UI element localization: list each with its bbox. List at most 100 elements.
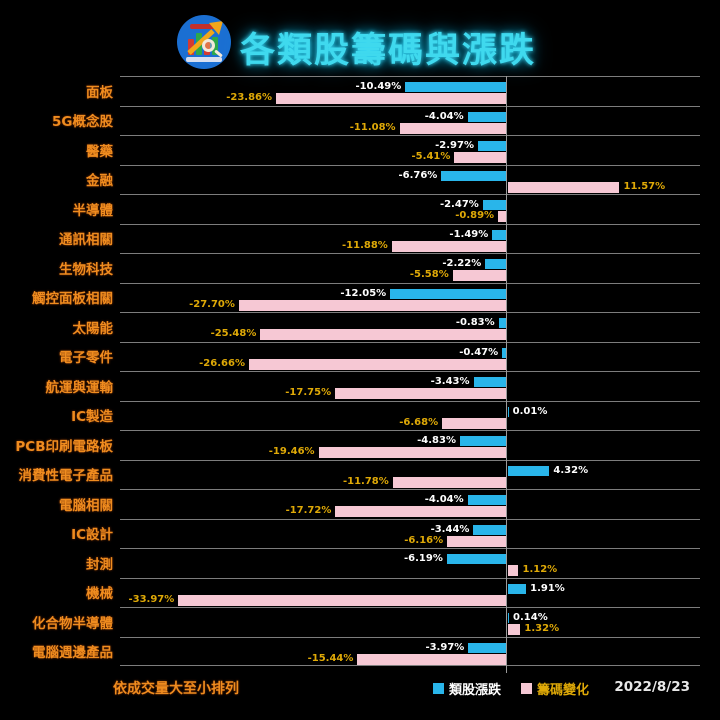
category-label: 通訊相關 bbox=[59, 232, 113, 249]
category-label: IC設計 bbox=[71, 527, 113, 544]
value-label: 1.12% bbox=[522, 564, 558, 575]
chip-change-bar bbox=[507, 565, 519, 576]
zero-axis-line bbox=[506, 76, 507, 673]
price-change-bar bbox=[467, 111, 507, 122]
chart-row: 5G概念股 -4.04% -11.08% bbox=[0, 105, 720, 136]
value-label: -19.46% bbox=[268, 446, 315, 457]
chart-row: 太陽能 -0.83% -25.48% bbox=[0, 312, 720, 342]
price-change-bar bbox=[507, 583, 527, 594]
chip-change-bar bbox=[452, 270, 507, 281]
price-change-bar bbox=[507, 406, 509, 417]
value-label: 1.32% bbox=[524, 623, 560, 634]
value-label: -3.43% bbox=[430, 376, 470, 387]
category-label: 面板 bbox=[86, 84, 113, 101]
value-label: -4.83% bbox=[417, 435, 456, 446]
row-plot-area: -6.19% 1.12% bbox=[120, 548, 700, 578]
value-label: -2.22% bbox=[442, 258, 482, 269]
value-label: 0.01% bbox=[512, 405, 548, 417]
value-label: -6.16% bbox=[404, 534, 444, 546]
chip-change-bar bbox=[248, 358, 507, 370]
price-change-bar bbox=[468, 642, 507, 653]
value-label: -4.04% bbox=[424, 494, 464, 505]
category-label: 生物科技 bbox=[59, 261, 113, 278]
row-plot-area: 0.14% 1.32% bbox=[120, 607, 700, 637]
price-change-bar bbox=[473, 377, 507, 387]
value-label: -11.08% bbox=[349, 121, 396, 133]
row-plot-area: -2.47% -0.89% bbox=[120, 194, 700, 224]
row-plot-area: -3.97% -15.44% bbox=[120, 636, 700, 666]
legend-label: 籌碼變化 bbox=[537, 683, 590, 698]
row-plot-area: -6.76% 11.57% bbox=[120, 164, 700, 195]
value-label: -2.97% bbox=[435, 140, 474, 151]
chip-change-bar bbox=[454, 152, 507, 163]
magnifier-icon bbox=[202, 39, 215, 52]
chart-row: 化合物半導體 0.14% 1.32% bbox=[0, 607, 720, 637]
chart-row: IC設計 -3.44% -6.16% bbox=[0, 518, 720, 549]
chart-row: 觸控面板相關 -12.05% -27.70% bbox=[0, 282, 720, 313]
legend-swatch-blue bbox=[433, 683, 444, 694]
chart-legend: 類股漲跌 籌碼變化 bbox=[433, 679, 589, 698]
value-label: -2.47% bbox=[439, 199, 479, 210]
chart-row: 消費性電子產品 4.32% -11.78% bbox=[0, 459, 720, 490]
category-label: 電腦週邊產品 bbox=[32, 645, 113, 662]
legend-swatch-pink bbox=[521, 683, 533, 694]
chart-date: 2022/8/23 bbox=[614, 679, 690, 695]
row-plot-area: -4.83% -19.46% bbox=[120, 430, 700, 460]
sector-bar-chart: 面板 -10.49% -23.86% 5G概念股 -4.04% -11.08% 醫藥 -2.9… bbox=[0, 76, 720, 673]
chart-row: 電腦相關 -4.04% -17.72% bbox=[0, 489, 720, 519]
category-label: 電腦相關 bbox=[59, 497, 113, 514]
logo-text-decoration bbox=[190, 24, 218, 29]
category-label: 5G概念股 bbox=[52, 114, 113, 131]
chip-change-bar bbox=[276, 93, 507, 104]
category-label: 航運與運輸 bbox=[45, 379, 114, 396]
value-label: -6.68% bbox=[399, 416, 439, 428]
value-label: -10.49% bbox=[355, 81, 402, 92]
price-change-bar bbox=[446, 554, 507, 564]
category-label: 觸控面板相關 bbox=[32, 291, 113, 308]
value-label: -26.66% bbox=[199, 357, 245, 369]
chip-change-bar bbox=[391, 240, 507, 252]
chip-change-bar bbox=[335, 388, 507, 399]
category-label: IC製造 bbox=[71, 409, 113, 426]
chart-rows: 面板 -10.49% -23.86% 5G概念股 -4.04% -11.08% 醫藥 -2.9… bbox=[0, 76, 720, 666]
value-label: -3.44% bbox=[430, 523, 470, 535]
chip-change-bar bbox=[498, 211, 507, 222]
row-plot-area: -3.43% -17.75% bbox=[120, 371, 700, 401]
price-change-bar bbox=[405, 82, 507, 92]
legend-label: 類股漲跌 bbox=[449, 683, 502, 698]
price-change-bar bbox=[498, 318, 507, 328]
category-label: 電子零件 bbox=[59, 350, 113, 367]
value-label: -33.97% bbox=[128, 593, 175, 605]
chip-change-bar bbox=[238, 299, 507, 311]
value-label: -1.49% bbox=[449, 228, 489, 240]
value-label: 1.91% bbox=[530, 582, 565, 594]
row-plot-area: -4.04% -17.72% bbox=[120, 489, 700, 519]
row-plot-area: 0.01% -6.68% bbox=[120, 400, 700, 431]
chart-row: 電腦週邊產品 -3.97% -15.44% bbox=[0, 636, 720, 666]
chip-change-bar bbox=[318, 447, 507, 458]
chip-change-bar bbox=[357, 653, 507, 665]
price-change-bar bbox=[507, 465, 550, 476]
value-label: -15.44% bbox=[307, 652, 354, 664]
chart-row: 面板 -10.49% -23.86% bbox=[0, 76, 720, 106]
chart-row: 電子零件 -0.47% -26.66% bbox=[0, 341, 720, 372]
chip-change-bar bbox=[260, 329, 507, 340]
row-plot-area: -2.97% -5.41% bbox=[120, 135, 700, 165]
brand-logo bbox=[177, 15, 231, 69]
row-plot-area: -3.44% -6.16% bbox=[120, 518, 700, 549]
row-plot-area: -1.49% -11.88% bbox=[120, 223, 700, 254]
value-label: -11.78% bbox=[342, 475, 389, 487]
value-label: -4.04% bbox=[424, 110, 464, 122]
value-label: -5.58% bbox=[409, 269, 449, 280]
chip-change-bar bbox=[447, 535, 507, 547]
row-plot-area: -0.83% -25.48% bbox=[120, 312, 700, 342]
row-plot-area: -4.04% -11.08% bbox=[120, 105, 700, 136]
price-change-bar bbox=[459, 436, 507, 446]
price-change-bar bbox=[485, 259, 507, 269]
chip-change-bar bbox=[335, 506, 507, 517]
value-label: -17.75% bbox=[285, 387, 332, 398]
value-label: -0.83% bbox=[455, 317, 495, 328]
chart-row: 通訊相關 -1.49% -11.88% bbox=[0, 223, 720, 254]
value-label: -5.41% bbox=[411, 151, 451, 162]
